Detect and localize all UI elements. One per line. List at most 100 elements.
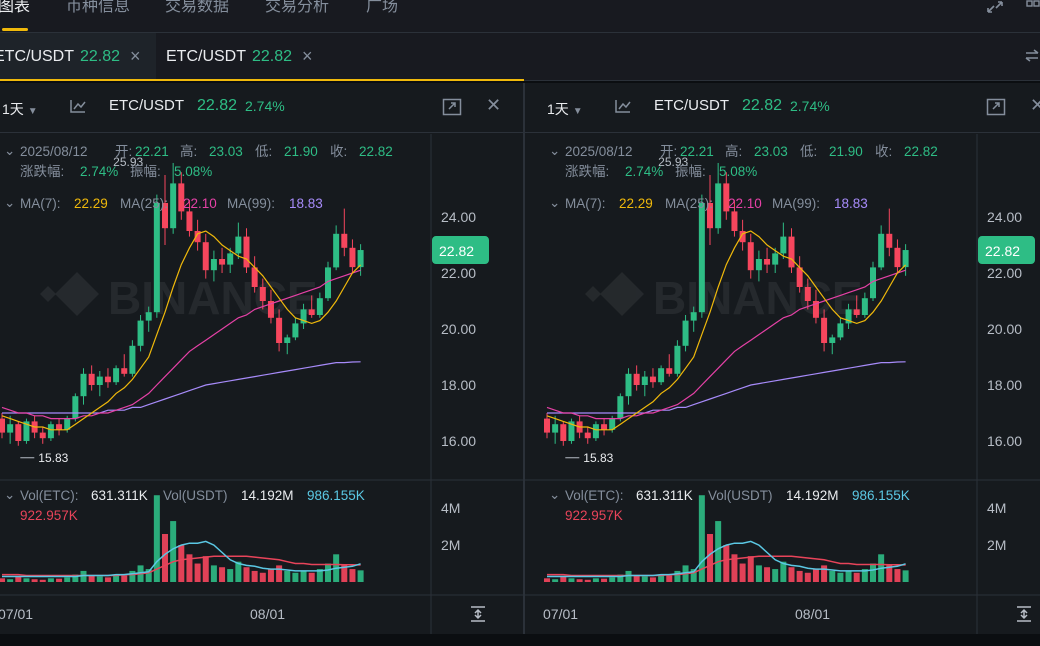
ohlc-high-label: 高: [180,143,197,159]
volume-bar [210,565,217,582]
tab-trade-analysis[interactable]: 交易分析 [265,0,330,15]
ma25-value: 22.10 [183,196,217,211]
volume-bar [829,570,836,582]
interval-select[interactable]: 1天 ▼ [547,101,583,117]
volume-bar [560,576,567,582]
candle-body [609,418,616,430]
volume-bar [292,572,299,582]
panel-price: 22.82 [742,97,783,114]
settings-icon[interactable] [1024,47,1040,68]
candle-body [357,250,364,268]
panel-header: 1天 ▼ ETC/USDT 22.82 2.74% ✕ [0,83,523,133]
pair-price: 22.82 [252,47,293,65]
candle-body [617,396,624,419]
volume-bar [178,545,185,582]
scale-toggle-icon[interactable] [471,606,485,622]
candlestick-chart[interactable]: BINANCE 24.00 22.00 20.00 18.00 16.00 25.93 15.… [525,134,1040,634]
binance-logo-icon [585,272,644,316]
candle-body [560,424,567,441]
ohlc-close: 22.82 [359,144,393,159]
volume-bar [552,579,559,582]
last-price-tag-bg [978,236,1035,265]
vol-etc-label: Vol(ETC): [565,488,624,503]
candle-body [682,320,689,346]
candle-body [870,267,876,299]
close-tab-icon[interactable]: × [302,46,313,66]
volume-bar [39,579,46,582]
candle-body [649,376,656,383]
volume-bar [870,563,876,582]
volume-bar [804,572,811,582]
pair-tab-2[interactable]: ETC/USDT 22.82 × [166,33,336,80]
volume-bar [7,579,14,582]
pair-tab-1[interactable]: ETC/USDT 22.82 × [0,33,156,80]
collapse-icon: ⌄ [549,195,560,210]
popout-icon[interactable] [986,98,1006,121]
price-tick-label: 22.00 [441,265,476,281]
ohlc-high: 23.03 [754,144,788,159]
active-tab-indicator [2,28,28,31]
high-marker: 25.93 [658,155,688,169]
candle-body [316,298,323,315]
close-tab-icon[interactable]: × [130,46,141,66]
volume-bar [259,572,266,582]
ohlc-high: 23.03 [209,144,243,159]
tab-trade-data[interactable]: 交易数据 [165,0,230,15]
candle-body [853,309,860,315]
volume-bar [886,565,893,582]
candle-body [325,267,331,299]
volume-bar [0,578,5,582]
candle-body [772,253,779,265]
ohlc-close: 22.82 [904,144,938,159]
ohlc-low: 21.90 [284,144,318,159]
candle-body [113,368,120,383]
volume-bar [80,570,87,582]
tab-chart[interactable]: 图表 [0,0,31,15]
candle-body [308,309,315,315]
scale-toggle-icon[interactable] [1017,606,1031,622]
tab-square[interactable]: 广场 [366,0,399,15]
ma7-line [546,230,907,431]
panel-divider[interactable] [523,83,525,634]
volume-bar [576,579,583,582]
interval-select[interactable]: 1天 ▼ [2,101,38,117]
date-tick-label: 07/01 [0,606,33,622]
ohlc-close-label: 收: [875,144,892,159]
price-tick-label: 16.00 [987,433,1022,449]
close-panel-icon[interactable]: ✕ [1030,95,1040,115]
candle-body [267,301,274,318]
vol-usdt-value: 14.192M [241,488,294,503]
volume-tick-label: 4M [987,500,1006,516]
volume-bar [357,570,364,582]
candle-body [186,211,193,231]
tab-coin-info[interactable]: 币种信息 [66,0,131,15]
volume-bar [723,545,730,582]
close-panel-icon[interactable]: ✕ [486,95,502,115]
volume-bar [235,561,242,582]
indicator-icon[interactable] [615,99,631,116]
scale-toggle-glyph [1017,606,1031,622]
volume-bar [47,578,54,582]
candle-body [731,211,738,231]
candle-body [121,368,128,374]
popout-icon[interactable] [442,98,462,121]
candle-body [153,203,160,313]
candle-body [584,432,591,439]
candle-body [202,242,209,271]
candle-body [698,203,705,313]
grid-layout-icon[interactable] [1026,0,1040,16]
ma7-value: 22.29 [74,196,108,211]
volume-bar [837,572,844,582]
volume-bar [755,565,762,582]
ma7-value: 22.29 [619,196,653,211]
volume-bar [308,572,315,582]
chart-panel-2: 1天 ▼ ETC/USDT 22.82 2.74% ✕ BINANCE 24.00 2… [525,83,1040,634]
candlestick-chart[interactable]: BINANCE 24.00 22.00 20.00 18.00 16.00 25.93 15.… [0,134,523,634]
indicator-icon[interactable] [70,99,86,116]
candle-body [243,236,250,268]
candle-body [23,421,30,441]
candle-body [894,247,901,268]
expand-icon[interactable] [986,0,1006,16]
price-tick-label: 20.00 [441,321,476,337]
price-tick-label: 24.00 [987,209,1022,225]
